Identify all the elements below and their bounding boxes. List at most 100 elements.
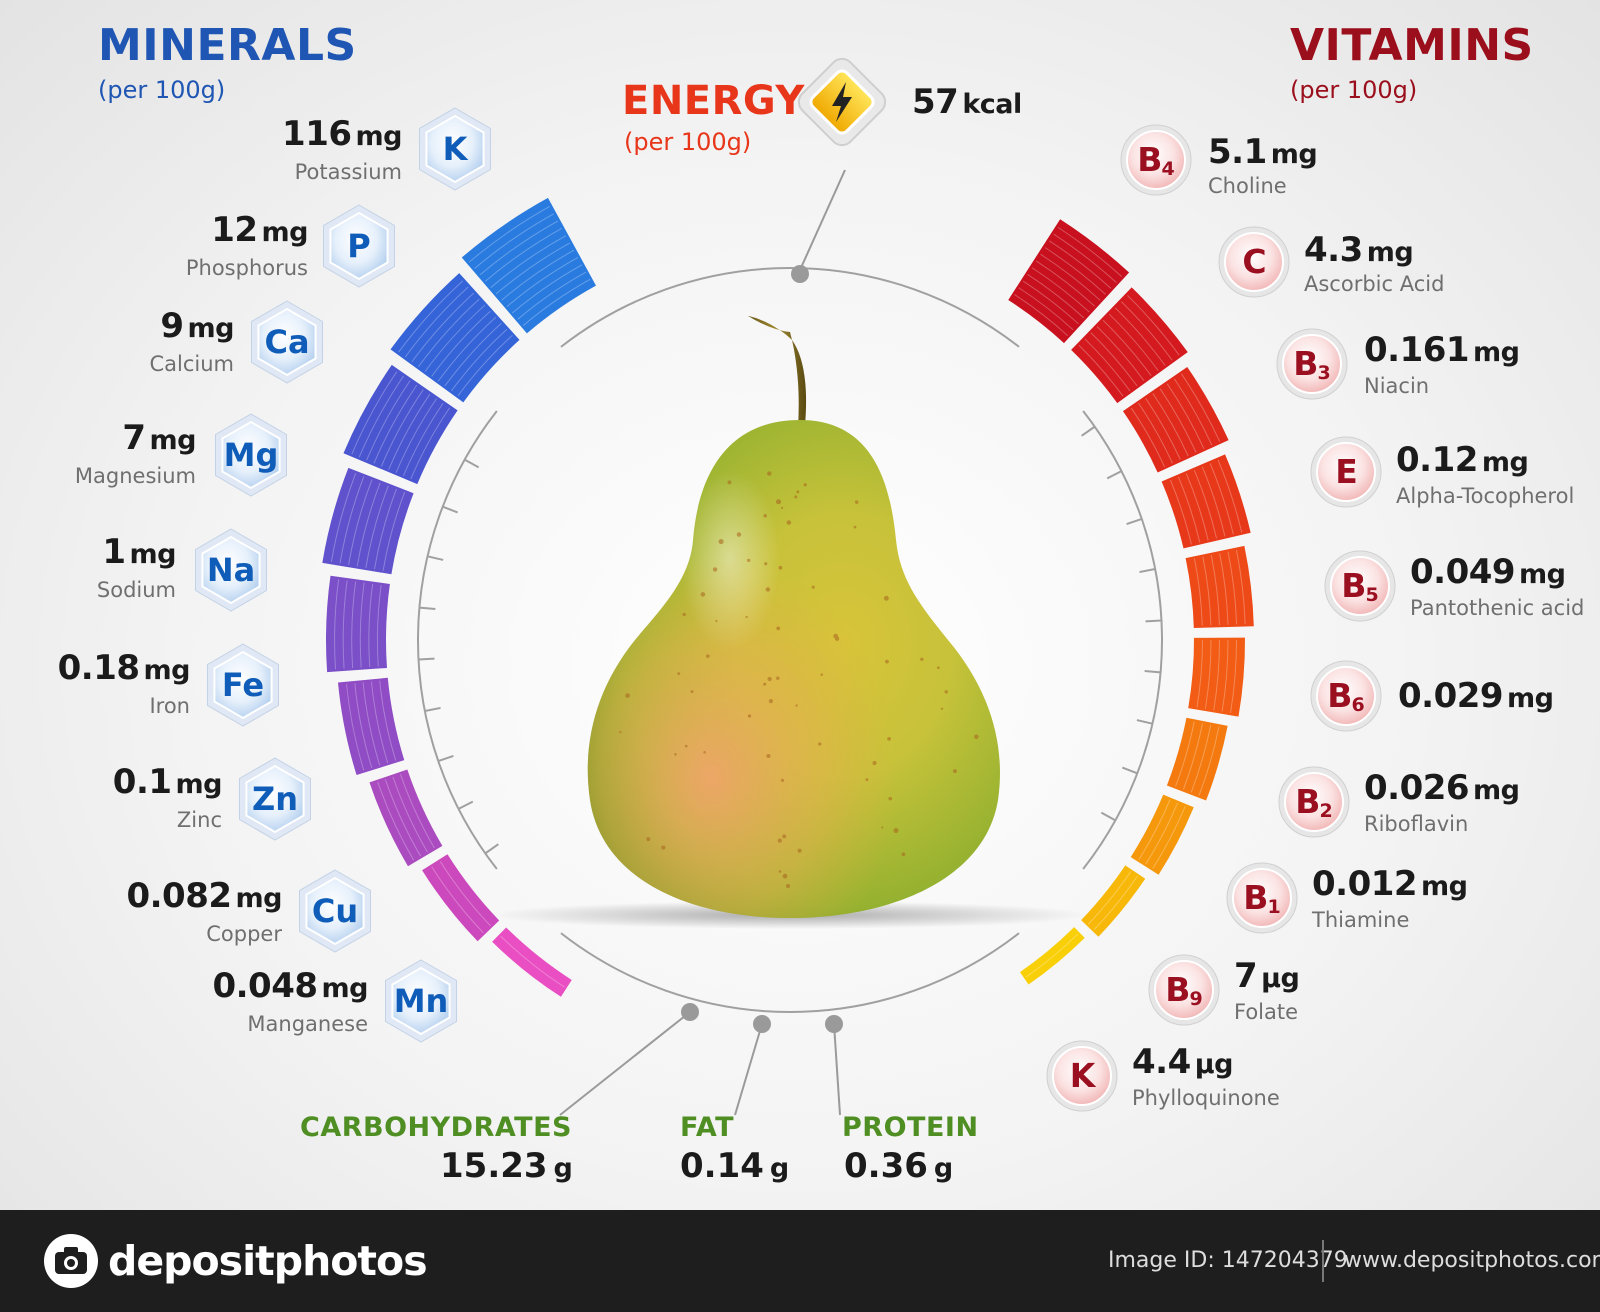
pear-illustration [490,316,1090,929]
circle-badge-icon [1278,766,1350,838]
footer-brand[interactable]: depositphotos [108,1237,428,1285]
vitamin-arc-segment [1071,287,1188,404]
pear-speckle [901,852,906,857]
pear-speckle [795,704,798,707]
vitamin-symbol: B9 [1165,970,1203,1010]
vitamin-name: Phylloquinone [1132,1086,1280,1110]
vitamin-arc-stripe [1209,463,1234,535]
vitamin-badge: B4 [1120,124,1192,196]
hexagon-badge-icon [322,204,396,288]
mineral-amount: 0.048 mg [212,966,368,1006]
vitamin-arc-stripe [1031,267,1090,313]
pear-speckle [763,682,767,686]
mineral-arc-stripe [362,682,381,766]
vitamin-symbol: K [1069,1056,1096,1095]
mineral-arc-stripe [439,861,491,927]
pear-speckle [786,883,791,889]
mineral-arc-stripe [377,781,415,861]
vitamin-badge: K [1046,1040,1118,1112]
mineral-arc-stripe [431,310,491,377]
pear-speckle [712,567,718,572]
vitamins-title: VITAMINS [1290,20,1534,71]
lightning-icon [797,57,887,147]
vitamin-badge: E [1310,436,1382,508]
mineral-name: Magnesium [74,464,196,488]
vitamin-amount: 4.3 mg [1304,230,1414,270]
vitamin-arc-stripe [1084,338,1131,392]
hexagon-badge-icon [206,643,280,727]
vitamin-arc-stripe [1210,554,1220,626]
vitamin-arc-stripe [1219,553,1229,625]
pear-speckle [796,490,800,494]
pear-speckle [893,827,899,834]
vitamin-amount: 5.1 mg [1208,132,1318,172]
vitamin-symbol: C [1242,242,1267,281]
mineral-arc-stripe [373,488,397,570]
mineral-arc-stripe [380,389,424,467]
pear-speckle [764,562,768,566]
mineral-arc-stripe [384,779,422,857]
mineral-arc-stripe [358,375,404,458]
mineral-arc-stripe [450,328,508,392]
mineral-arc-stripe [522,278,591,327]
central-scale-ring [417,267,1163,1013]
hexagon-badge-icon [214,413,288,497]
pear-speckle [888,796,893,801]
vitamin-amount: 0.049 mg [1410,552,1566,592]
pear-speckle [781,506,784,509]
vitamin-arc-stripe [1175,721,1195,787]
mineral-symbol: Zn [252,780,298,818]
pear-speckle [767,471,772,476]
mineral-arc-stripe [398,280,464,353]
minerals-title: MINERALS [98,20,357,71]
pear-speckle [797,848,802,853]
pear-speckle [625,693,630,698]
mineral-name: Copper [206,922,282,946]
mineral-arc-stripe [354,683,373,769]
macro-value: 0.36 g [844,1146,954,1186]
hexagon-badge-icon [194,528,268,612]
vitamin-arc-stripe [1182,723,1203,790]
vitamin-arc-stripe [1159,388,1197,453]
pear-speckle [765,587,771,592]
energy-subtitle: (per 100g) [624,128,752,156]
vitamin-arc-stripe [1152,393,1189,457]
mineral-symbol: Na [206,551,256,589]
vitamin-arc-stripe [1145,398,1181,460]
vitamin-arc-segment [1081,865,1146,937]
pear-speckle [782,834,787,839]
footer-website-link[interactable]: www.depositphotos.com [1344,1248,1600,1273]
energy-title: ENERGY [622,78,805,124]
vitamin-arc-stripe [1025,933,1079,978]
mineral-arc-stripe [437,316,497,382]
pear-speckle [745,615,748,619]
mineral-name: Manganese [247,1012,368,1036]
mineral-symbol: P [347,227,371,265]
circle-badge-icon [1120,124,1192,196]
vitamin-arc-stripe [1196,639,1203,708]
mineral-arc-segment [322,467,414,575]
vitamin-arc-stripe [1093,875,1138,930]
vitamin-arc-stripe [1230,639,1237,714]
pear-speckle [780,778,785,782]
pear-speckle [920,657,924,662]
vitamin-arc-segment [1185,545,1254,629]
mineral-arc-stripe [330,473,357,562]
vitamin-arc-stripe [1221,639,1229,712]
mineral-arc-stripe [351,581,357,669]
vitamin-arc-stripe [1185,473,1209,541]
circle-badge-icon [1218,226,1290,298]
mineral-amount: 1 mg [102,532,176,572]
pear-speckle [747,558,751,562]
mineral-amount: 7 mg [122,418,196,458]
vitamin-arc-stripe [1138,402,1173,464]
pear-speckle [786,520,792,525]
vitamin-arc-stripe [1027,273,1085,319]
macro-label: FAT [680,1112,735,1143]
mineral-arc-stripe [346,683,365,771]
vitamin-badge: B1 [1226,862,1298,934]
pear-speckle [885,659,889,664]
minerals-subtitle: (per 100g) [98,76,226,104]
mineral-amount: 9 mg [160,306,234,346]
mineral-arc-stripe [474,213,554,269]
